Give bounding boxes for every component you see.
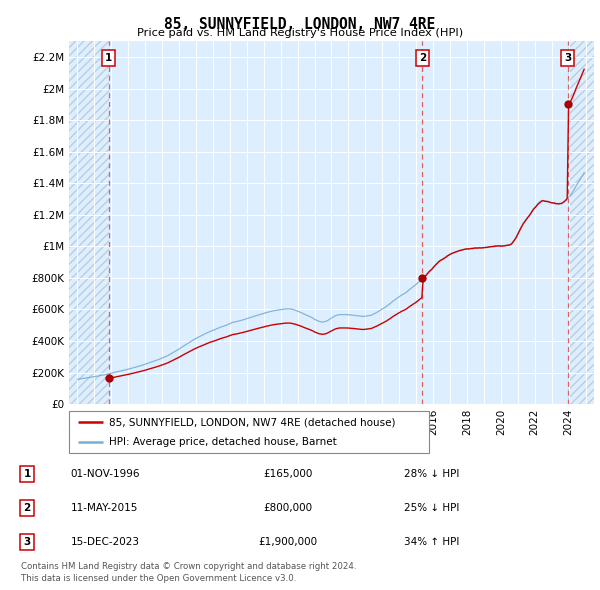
Text: 1: 1	[105, 53, 112, 63]
Text: 25% ↓ HPI: 25% ↓ HPI	[404, 503, 460, 513]
Text: £165,000: £165,000	[263, 470, 313, 479]
Text: 2: 2	[23, 503, 31, 513]
Text: 85, SUNNYFIELD, LONDON, NW7 4RE: 85, SUNNYFIELD, LONDON, NW7 4RE	[164, 17, 436, 31]
Text: 11-MAY-2015: 11-MAY-2015	[71, 503, 139, 513]
Text: £1,900,000: £1,900,000	[259, 537, 317, 546]
Text: 34% ↑ HPI: 34% ↑ HPI	[404, 537, 460, 546]
FancyBboxPatch shape	[69, 411, 429, 453]
Text: 28% ↓ HPI: 28% ↓ HPI	[404, 470, 460, 479]
Bar	[568, 41, 594, 404]
Text: 3: 3	[23, 537, 31, 546]
Text: 01-NOV-1996: 01-NOV-1996	[70, 470, 140, 479]
Text: 1: 1	[23, 470, 31, 479]
Text: 2: 2	[419, 53, 426, 63]
Text: HPI: Average price, detached house, Barnet: HPI: Average price, detached house, Barn…	[109, 437, 337, 447]
Text: 15-DEC-2023: 15-DEC-2023	[71, 537, 139, 546]
Bar	[69, 41, 109, 404]
Text: 85, SUNNYFIELD, LONDON, NW7 4RE (detached house): 85, SUNNYFIELD, LONDON, NW7 4RE (detache…	[109, 417, 395, 427]
Text: Contains HM Land Registry data © Crown copyright and database right 2024.
This d: Contains HM Land Registry data © Crown c…	[21, 562, 356, 583]
Text: 3: 3	[564, 53, 572, 63]
Text: £800,000: £800,000	[263, 503, 313, 513]
Text: Price paid vs. HM Land Registry's House Price Index (HPI): Price paid vs. HM Land Registry's House …	[137, 28, 463, 38]
